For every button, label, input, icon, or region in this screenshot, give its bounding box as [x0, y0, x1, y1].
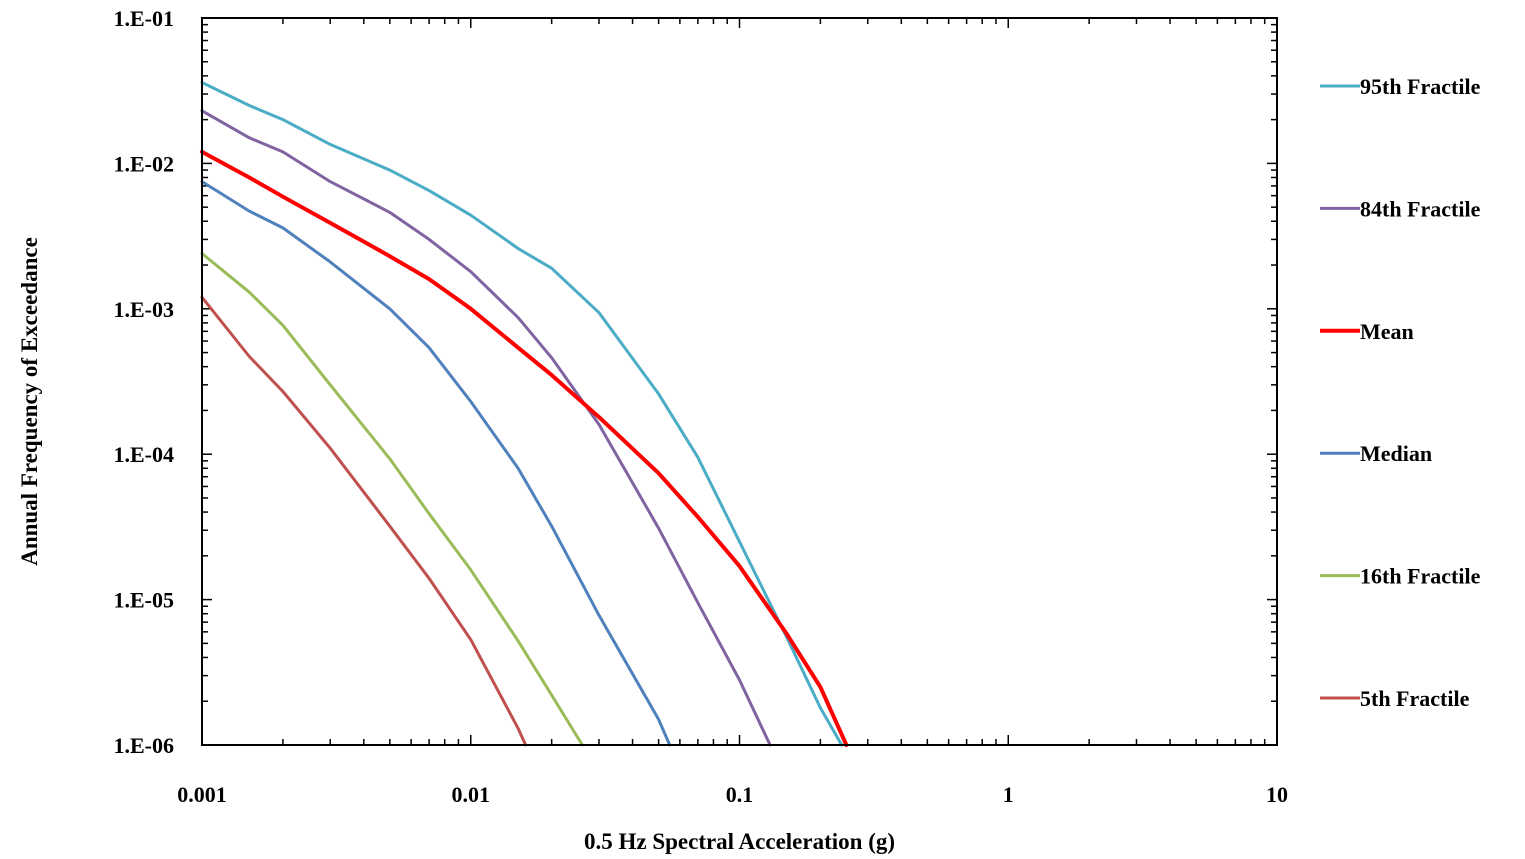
legend-label: 95th Fractile: [1360, 74, 1481, 99]
legend-label: Mean: [1360, 319, 1414, 344]
series-line-mean: [200, 149, 849, 747]
y-axis-tick-labels: 1.E-06 1.E-05 1.E-04 1.E-03 1.E-02 1.E-01: [114, 6, 175, 758]
y-tick-label: 1.E-01: [114, 6, 175, 31]
series-line-84th-fractile: [200, 109, 772, 747]
x-tick-label: 0.1: [726, 782, 754, 807]
axis-minor-ticks: [201, 18, 1277, 746]
legend-label: 84th Fractile: [1360, 196, 1481, 221]
plot-area-frame: [201, 17, 1278, 746]
series-line-median: [200, 180, 672, 747]
legend-label: Median: [1360, 441, 1432, 466]
legend: 95th Fractile 84th Fractile Mean Median 16th…: [1320, 74, 1481, 711]
x-tick-label: 0.001: [177, 782, 227, 807]
series-line-5th-fractile: [200, 295, 528, 747]
y-axis-title: Annual Frequency of Exceedance: [17, 237, 42, 566]
x-tick-label: 1: [1003, 782, 1014, 807]
series-line-95th-fractile: [200, 81, 844, 747]
x-axis-title: 0.5 Hz Spectral Acceleration (g): [584, 829, 895, 854]
x-tick-label: 0.01: [452, 782, 491, 807]
y-tick-label: 1.E-05: [114, 588, 175, 613]
y-tick-label: 1.E-03: [114, 297, 175, 322]
y-tick-label: 1.E-04: [114, 442, 175, 467]
series-line-16th-fractile: [200, 252, 584, 747]
x-tick-label: 10: [1266, 782, 1288, 807]
legend-label: 16th Fractile: [1360, 564, 1481, 589]
x-axis-tick-labels: 0.001 0.01 0.1 1 10: [177, 782, 1288, 807]
y-tick-label: 1.E-02: [114, 151, 175, 176]
legend-label: 5th Fractile: [1360, 686, 1470, 711]
series-layer: [200, 81, 849, 747]
y-tick-label: 1.E-06: [114, 733, 175, 758]
